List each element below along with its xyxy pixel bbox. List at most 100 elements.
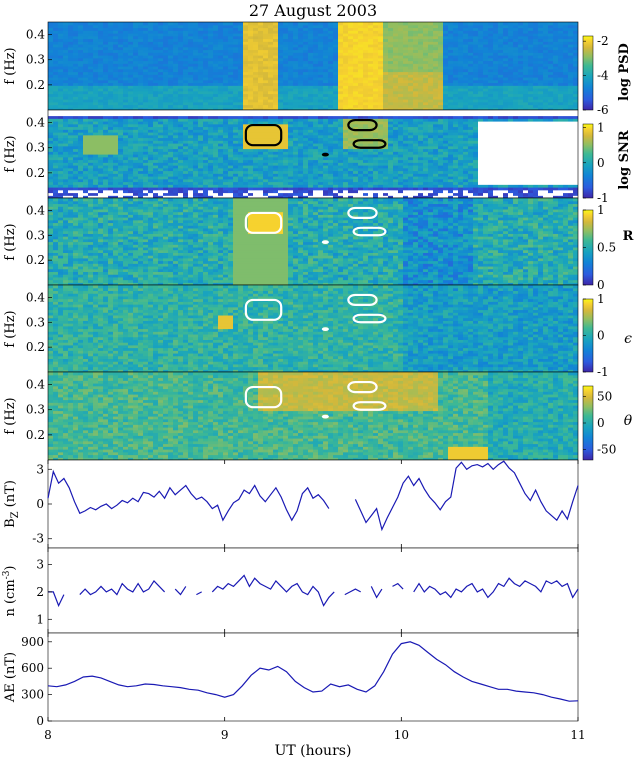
spectrogram-cell xyxy=(288,140,294,144)
spectrogram-cell xyxy=(533,24,539,29)
spectrogram-cell xyxy=(413,30,419,34)
spectrogram-cell xyxy=(118,181,124,185)
spectrogram-cell xyxy=(443,63,449,67)
spectrogram-cell xyxy=(563,30,569,34)
spectrogram-cell xyxy=(88,99,94,103)
spectrogram-cell xyxy=(308,60,314,64)
spectrogram-cell xyxy=(478,60,484,64)
spectrogram-cell xyxy=(193,118,199,122)
spectrogram-cell xyxy=(118,154,124,158)
spectrogram-cell xyxy=(308,82,314,86)
spectrogram-cell xyxy=(113,99,119,103)
spectrogram-cell xyxy=(263,195,269,198)
spectrogram-cell xyxy=(478,104,484,108)
spectrogram-cell xyxy=(288,33,294,37)
spectrogram-cell xyxy=(158,181,164,185)
spectrogram-cell xyxy=(373,99,379,103)
spectrogram-cell xyxy=(228,159,234,163)
spectrogram-cell xyxy=(553,101,559,106)
spectrogram-cell xyxy=(363,44,369,48)
spectrogram-cell xyxy=(158,187,164,191)
spectrogram-cell xyxy=(118,187,124,191)
spectrogram-cell xyxy=(173,57,179,62)
spectrogram-cell xyxy=(253,27,259,31)
spectrogram-cell xyxy=(403,49,409,53)
spectrogram-cell xyxy=(508,46,514,51)
spectrogram-cell xyxy=(118,143,124,147)
spectrogram-cell xyxy=(233,66,239,70)
spectrogram-cell xyxy=(263,27,269,31)
spectrogram-cell xyxy=(238,123,244,128)
spectrogram-cell xyxy=(238,66,244,70)
spectrogram-cell xyxy=(138,121,144,125)
spectrogram-cell xyxy=(513,90,519,95)
spectrogram-cell xyxy=(188,82,194,86)
spectrogram-cell xyxy=(68,49,74,53)
spectrogram-cell xyxy=(403,52,409,56)
spectrogram-cell xyxy=(343,46,349,51)
spectrogram-cell xyxy=(508,33,514,37)
spectrogram-cell xyxy=(258,121,264,125)
spectrogram-cell xyxy=(573,104,578,108)
spectrogram-cell xyxy=(258,165,264,169)
spectrogram-cell xyxy=(278,173,284,177)
spectrogram-cell xyxy=(208,46,214,51)
spectrogram-cell xyxy=(553,79,559,84)
spectrogram-cell xyxy=(128,74,134,78)
spectrogram-cell xyxy=(193,178,199,183)
spectrogram-cell xyxy=(498,33,504,37)
spectrogram-cell xyxy=(558,82,564,86)
spectrogram-cell xyxy=(523,52,529,56)
spectrogram-cell xyxy=(218,99,224,103)
spectrogram-cell xyxy=(573,63,578,67)
spectrogram-cell xyxy=(138,74,144,78)
spectrogram-cell xyxy=(448,104,454,108)
spectrogram-cell xyxy=(403,33,409,37)
spectrogram-cell xyxy=(163,27,169,31)
spectrogram-cell xyxy=(253,46,259,51)
spectrogram-cell xyxy=(403,60,409,64)
spectrogram-cell xyxy=(118,165,124,169)
spectrogram-cell xyxy=(183,123,189,128)
spectrogram-cell xyxy=(208,195,214,198)
spectrogram-cell xyxy=(563,68,569,73)
spectrogram-cell xyxy=(533,38,539,42)
spectrogram-cell xyxy=(253,187,259,191)
spectrogram-cell xyxy=(108,96,114,100)
spectrogram-cell xyxy=(223,110,229,114)
spectrogram-cell xyxy=(273,173,279,177)
spectrogram-cell xyxy=(163,140,169,144)
spectrogram-cell xyxy=(258,27,264,31)
spectrogram-cell xyxy=(433,101,439,106)
spectrogram-cell xyxy=(283,184,289,188)
spectrogram-cell xyxy=(488,79,494,84)
spectrogram-cell xyxy=(518,30,524,34)
spectrogram-cell xyxy=(268,187,274,191)
spectrogram-cell xyxy=(338,74,344,78)
spectrogram-cell xyxy=(118,44,124,48)
spectrogram-cell xyxy=(233,24,239,29)
spectrogram-cell xyxy=(258,46,264,51)
spectrogram-cell xyxy=(188,115,194,119)
spectrogram-cell xyxy=(108,52,114,56)
spectrogram-cell xyxy=(298,38,304,42)
spectrogram-cell xyxy=(468,104,474,108)
spectrogram-cell xyxy=(393,74,399,78)
spectrogram-cell xyxy=(438,46,444,51)
spectrogram-cell xyxy=(378,22,384,26)
spectrogram-cell xyxy=(498,82,504,86)
spectrogram-cell xyxy=(238,154,244,158)
spectrogram-cell xyxy=(298,77,304,81)
spectrogram-cell xyxy=(213,148,219,152)
spectrogram-cell xyxy=(363,63,369,67)
spectrogram-cell xyxy=(228,189,234,194)
spectrogram-cell xyxy=(148,134,154,139)
spectrogram-cell xyxy=(178,33,184,37)
spectrogram-cell xyxy=(538,49,544,53)
spectrogram-cell xyxy=(408,107,414,110)
spectrogram-cell xyxy=(243,115,249,119)
spectrogram-cell xyxy=(278,181,284,185)
spectrogram-cell xyxy=(118,148,124,152)
spectrogram-cell xyxy=(113,184,119,188)
spectrogram-cell xyxy=(483,33,489,37)
